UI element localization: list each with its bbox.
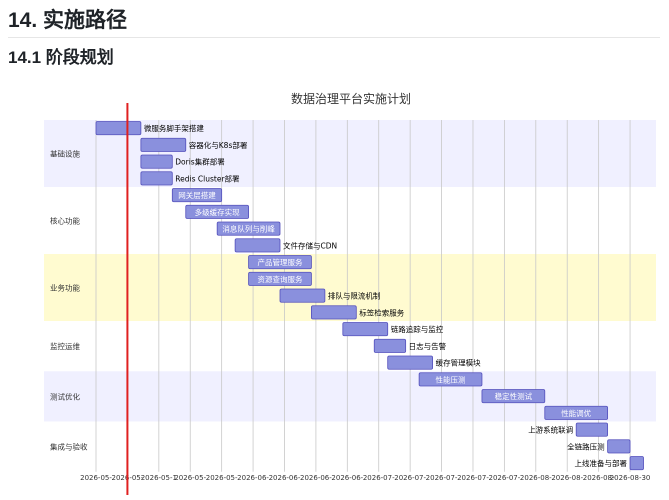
section-label: 集成与验收 <box>50 442 88 452</box>
x-tick-label: 2026-06- <box>331 474 363 482</box>
x-tick-label: 2026-07- <box>363 474 395 482</box>
task-label: 上游系统联调 <box>528 425 573 435</box>
task-bar <box>248 271 312 286</box>
task-label: 多级缓存实现 <box>195 207 240 217</box>
section-band <box>44 187 656 254</box>
task-label: 排队与限流机制 <box>328 291 381 301</box>
x-tick-label: 2026-05-1 <box>141 474 177 482</box>
x-tick-label: 2026-08- <box>551 474 583 482</box>
x-tick-label: 2026-07- <box>394 474 426 482</box>
task-bar <box>279 288 326 303</box>
task-label: 网关层搭建 <box>178 190 216 200</box>
task-bar <box>140 171 173 186</box>
task-label: Doris集群部署 <box>175 157 225 167</box>
task-bar <box>311 305 357 320</box>
task-label: 资源查询服务 <box>258 274 303 284</box>
task-label: 性能调优 <box>561 408 591 418</box>
task-label: 全链路压测 <box>567 441 605 451</box>
task-label: 容器化与K8s部署 <box>189 140 248 150</box>
x-tick-label: 2026-06- <box>300 474 332 482</box>
task-label: 文件存储与CDN <box>283 240 337 250</box>
task-bar <box>575 422 609 437</box>
task-bar <box>544 405 609 420</box>
x-tick-label: 2026-08- <box>520 474 552 482</box>
task-label: 链路追踪与监控 <box>391 324 444 334</box>
task-bar <box>140 154 173 169</box>
x-tick-label: 2026-05- <box>206 474 238 482</box>
section-label: 监控运维 <box>50 341 80 351</box>
section-band <box>44 421 656 472</box>
task-bar <box>342 322 389 337</box>
x-tick-label: 2026-05- <box>80 474 112 482</box>
task-label: 消息队列与削峰 <box>222 224 275 234</box>
section-label: 基础设施 <box>50 149 80 159</box>
task-bar <box>387 355 433 370</box>
task-bar <box>171 188 223 203</box>
subsection-title: 14.1 阶段规划 <box>8 48 114 67</box>
x-tick-label: 2026-06- <box>237 474 269 482</box>
task-bar <box>481 389 546 404</box>
x-tick-label: 2026-07- <box>457 474 489 482</box>
task-bar <box>140 137 187 152</box>
task-label: 上线准备与部署 <box>575 458 628 468</box>
task-label: 产品管理服务 <box>258 257 303 267</box>
task-label: 缓存管理模块 <box>436 358 481 368</box>
x-tick-label: 2026-06- <box>269 474 301 482</box>
x-tick-label: 2026-07- <box>488 474 520 482</box>
section-label: 核心功能 <box>50 216 80 226</box>
section-title: 14. 实施路径 <box>8 6 660 38</box>
task-label: 性能压测 <box>436 374 466 384</box>
task-bar <box>95 121 142 136</box>
task-bar <box>185 204 249 219</box>
section-label: 测试优化 <box>50 391 80 401</box>
task-bar <box>629 456 644 471</box>
x-tick-label: 2026-08-30 <box>610 474 651 482</box>
task-bar <box>248 255 312 270</box>
task-bar <box>234 238 281 253</box>
task-label: 日志与告警 <box>409 341 447 351</box>
task-label: 稳定性测试 <box>495 391 533 401</box>
x-tick-label: 2026-07- <box>426 474 458 482</box>
task-label: 标签检索服务 <box>359 307 404 317</box>
task-bar <box>418 372 483 387</box>
chart-title: 数据治理平台实施计划 <box>291 91 411 106</box>
section-label: 业务功能 <box>50 283 80 293</box>
task-label: Redis Cluster部署 <box>175 173 240 183</box>
task-bar <box>373 338 407 353</box>
x-tick-label: 2026-08- <box>583 474 615 482</box>
x-tick-label: 2026-05- <box>174 474 206 482</box>
task-bar <box>607 439 631 454</box>
task-label: 微服务脚手架搭建 <box>144 123 204 133</box>
task-bar <box>216 221 281 236</box>
